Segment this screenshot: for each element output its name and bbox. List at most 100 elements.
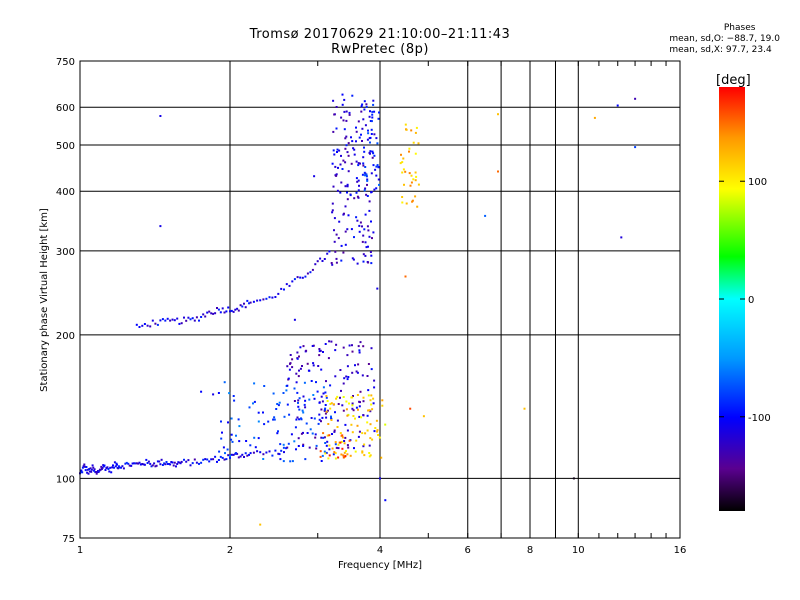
cluster-point	[346, 183, 349, 186]
cluster-point	[315, 381, 317, 384]
cluster-point	[301, 365, 303, 367]
isolated-point	[523, 407, 526, 410]
cluster-point	[364, 213, 367, 216]
trace-point	[262, 453, 265, 456]
trace-point	[234, 308, 237, 311]
cluster-point	[369, 150, 372, 153]
cluster-point	[298, 408, 301, 411]
cluster-point	[326, 409, 329, 412]
cluster-point	[404, 170, 407, 173]
trace-point	[328, 250, 331, 253]
cluster-point	[343, 440, 346, 442]
x-tick-label: 4	[377, 545, 383, 556]
cluster-point	[302, 431, 304, 434]
cluster-point	[367, 409, 370, 412]
cluster-point	[366, 178, 369, 181]
cluster-point	[238, 425, 241, 428]
cluster-point	[351, 431, 354, 434]
trace-point	[262, 298, 265, 301]
cluster-point	[333, 240, 336, 243]
trace-point	[141, 324, 144, 327]
cluster-point	[278, 401, 281, 404]
cluster-point	[364, 124, 367, 127]
cluster-point	[370, 262, 373, 265]
trace-point	[280, 449, 283, 452]
isolated-point	[620, 236, 623, 239]
cluster-point	[346, 429, 349, 432]
trace-point	[179, 462, 182, 465]
trace-point	[230, 453, 233, 456]
cluster-point	[408, 147, 411, 150]
cluster-point	[361, 432, 364, 435]
cluster-point	[374, 427, 377, 429]
cluster-point	[332, 99, 335, 102]
cluster-point	[344, 137, 347, 140]
cluster-point	[329, 403, 332, 405]
cluster-point	[369, 152, 371, 155]
grid	[79, 60, 681, 539]
isolated-point	[313, 175, 316, 178]
cluster-point	[403, 183, 405, 186]
trace-point	[271, 296, 274, 299]
cluster-point	[358, 351, 361, 354]
cluster-point	[245, 440, 248, 442]
cluster-point	[342, 119, 345, 122]
cluster-point	[263, 385, 266, 387]
cluster-point	[328, 454, 331, 457]
cluster-point	[362, 400, 365, 403]
cluster-point	[343, 442, 346, 445]
cluster-point	[330, 262, 333, 264]
cluster-point	[342, 159, 345, 162]
cluster-point	[339, 396, 341, 399]
cluster-point	[326, 400, 329, 402]
cluster-point	[296, 391, 299, 394]
trace-point	[208, 460, 211, 463]
cluster-point	[337, 456, 340, 459]
cluster-point	[348, 402, 350, 405]
cluster-point	[366, 225, 369, 228]
cluster-point	[401, 161, 404, 164]
cluster-point	[340, 453, 343, 456]
cluster-point	[368, 209, 371, 212]
cluster-point	[334, 452, 337, 455]
cluster-point	[328, 444, 331, 447]
cluster-point	[323, 408, 326, 411]
cluster-point	[318, 350, 321, 353]
trace-point	[107, 468, 110, 470]
cluster-point	[294, 426, 297, 429]
trace-point	[102, 464, 105, 467]
cluster-point	[318, 418, 321, 421]
isolated-point	[497, 113, 499, 116]
cluster-point	[311, 432, 314, 435]
trace-point	[178, 461, 181, 464]
cluster-point	[324, 412, 327, 415]
trace-point	[142, 463, 145, 466]
y-tick-label: 300	[56, 247, 75, 258]
trace-point	[249, 301, 252, 304]
cluster-point	[356, 394, 359, 396]
cluster-point	[376, 164, 379, 167]
cluster-point	[346, 444, 349, 447]
cluster-point	[323, 436, 326, 439]
phase-stats: Phases mean, sd,O: −88.7, 19.0 mean, sd,…	[669, 23, 780, 56]
cluster-point	[335, 397, 338, 400]
cluster-point	[253, 382, 256, 385]
trace-point	[206, 311, 209, 314]
cluster-point	[299, 367, 302, 370]
cluster-point	[329, 384, 332, 387]
cluster-point	[371, 438, 374, 441]
trace-point	[316, 260, 319, 263]
cluster-point	[332, 130, 335, 133]
cluster-point	[230, 417, 233, 420]
trace-point	[79, 471, 82, 474]
cluster-point	[337, 237, 340, 240]
trace-point	[210, 312, 213, 315]
trace-point	[321, 260, 324, 262]
cluster-point	[334, 250, 337, 253]
cluster-point	[286, 365, 289, 368]
trace-point	[252, 300, 255, 303]
trace-point	[96, 471, 99, 474]
cluster-point	[353, 197, 356, 200]
cluster-point	[257, 437, 260, 440]
cluster-point	[360, 416, 362, 419]
